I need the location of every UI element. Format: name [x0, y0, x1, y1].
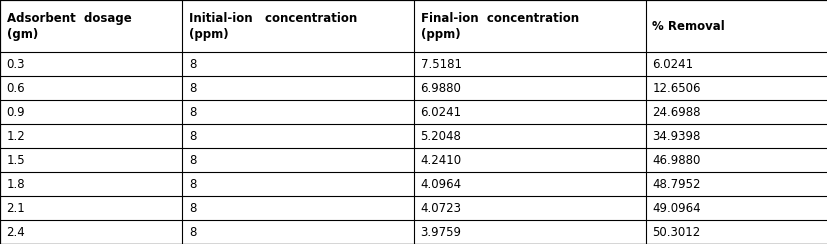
Text: 48.7952: 48.7952 [652, 178, 700, 191]
Text: 0.6: 0.6 [7, 82, 25, 95]
Text: 8: 8 [189, 178, 196, 191]
Text: 1.5: 1.5 [7, 154, 25, 167]
Text: 6.9880: 6.9880 [420, 82, 461, 95]
Text: 8: 8 [189, 58, 196, 71]
Text: 12.6506: 12.6506 [652, 82, 700, 95]
Text: 4.2410: 4.2410 [420, 154, 461, 167]
Text: 8: 8 [189, 202, 196, 214]
Text: 6.0241: 6.0241 [420, 106, 461, 119]
Text: 2.1: 2.1 [7, 202, 26, 214]
Text: % Removal: % Removal [652, 20, 724, 33]
Text: 1.8: 1.8 [7, 178, 25, 191]
Text: 0.9: 0.9 [7, 106, 25, 119]
Text: Initial-ion   concentration
(ppm): Initial-ion concentration (ppm) [189, 12, 356, 41]
Text: Adsorbent  dosage
(gm): Adsorbent dosage (gm) [7, 12, 131, 41]
Text: 24.6988: 24.6988 [652, 106, 700, 119]
Text: 8: 8 [189, 106, 196, 119]
Text: 0.3: 0.3 [7, 58, 25, 71]
Text: 50.3012: 50.3012 [652, 225, 700, 239]
Text: 3.9759: 3.9759 [420, 225, 461, 239]
Text: 8: 8 [189, 130, 196, 143]
Text: 1.2: 1.2 [7, 130, 26, 143]
Text: 34.9398: 34.9398 [652, 130, 700, 143]
Text: 8: 8 [189, 225, 196, 239]
Text: 8: 8 [189, 82, 196, 95]
Text: Final-ion  concentration
(ppm): Final-ion concentration (ppm) [420, 12, 578, 41]
Text: 7.5181: 7.5181 [420, 58, 461, 71]
Text: 8: 8 [189, 154, 196, 167]
Text: 49.0964: 49.0964 [652, 202, 700, 214]
Text: 4.0964: 4.0964 [420, 178, 461, 191]
Text: 46.9880: 46.9880 [652, 154, 700, 167]
Text: 4.0723: 4.0723 [420, 202, 461, 214]
Text: 2.4: 2.4 [7, 225, 26, 239]
Text: 5.2048: 5.2048 [420, 130, 461, 143]
Text: 6.0241: 6.0241 [652, 58, 693, 71]
